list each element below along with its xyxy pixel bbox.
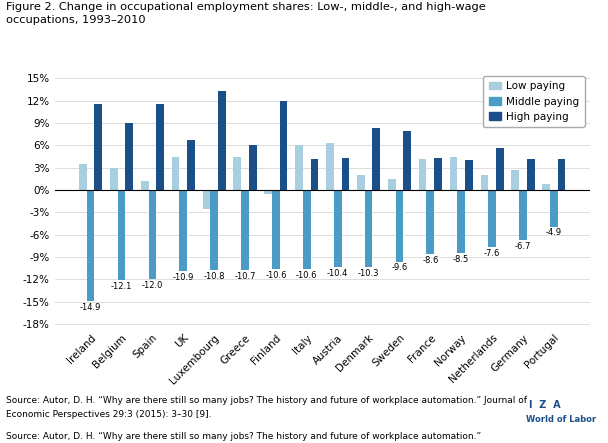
Text: -8.5: -8.5 xyxy=(453,255,469,264)
Bar xyxy=(280,101,288,190)
Text: Economic Perspectives 29:3 (2015): 3–30 [9].: Economic Perspectives 29:3 (2015): 3–30 … xyxy=(6,410,212,419)
Text: -10.6: -10.6 xyxy=(296,271,317,280)
Bar xyxy=(450,156,457,190)
Bar xyxy=(334,190,342,268)
Text: -8.6: -8.6 xyxy=(422,256,438,265)
Bar xyxy=(396,190,403,261)
Text: -10.4: -10.4 xyxy=(327,269,348,278)
Bar xyxy=(311,159,319,190)
Bar xyxy=(496,148,503,190)
Bar xyxy=(171,156,179,190)
Bar xyxy=(419,159,426,190)
Bar xyxy=(511,170,519,190)
Bar xyxy=(426,190,434,254)
Text: -10.9: -10.9 xyxy=(173,273,194,282)
Bar xyxy=(94,105,102,190)
Bar xyxy=(295,145,303,190)
Bar xyxy=(210,190,218,271)
Bar xyxy=(326,143,334,190)
Bar xyxy=(465,160,473,190)
Bar xyxy=(558,159,565,190)
Text: -10.6: -10.6 xyxy=(265,271,286,280)
Text: -4.9: -4.9 xyxy=(546,229,562,237)
Bar xyxy=(141,181,148,190)
Bar xyxy=(187,140,195,190)
Text: -12.1: -12.1 xyxy=(111,282,132,291)
Bar xyxy=(303,190,311,269)
Bar xyxy=(457,190,465,253)
Bar xyxy=(357,175,365,190)
Text: -7.6: -7.6 xyxy=(484,249,500,257)
Bar xyxy=(202,190,210,209)
Bar xyxy=(87,190,94,301)
Bar xyxy=(264,190,272,194)
Text: Figure 2. Change in occupational employment shares: Low-, middle-, and high-wage: Figure 2. Change in occupational employm… xyxy=(6,2,486,25)
Bar xyxy=(148,190,156,280)
Bar xyxy=(179,190,187,271)
Bar xyxy=(117,190,125,280)
Text: Source: Autor, D. H. “Why are there still so many jobs? The history and future o: Source: Autor, D. H. “Why are there stil… xyxy=(6,432,484,441)
Text: -10.8: -10.8 xyxy=(204,272,225,281)
Bar xyxy=(125,123,133,190)
Text: -10.3: -10.3 xyxy=(358,268,379,278)
Bar xyxy=(241,190,249,270)
Bar xyxy=(365,190,373,267)
Bar xyxy=(550,190,558,226)
Bar xyxy=(542,184,550,190)
Bar xyxy=(79,164,87,190)
Bar xyxy=(434,158,442,190)
Bar xyxy=(249,145,257,190)
Text: World of Labor: World of Labor xyxy=(526,416,596,424)
Bar xyxy=(272,190,280,269)
Text: -9.6: -9.6 xyxy=(392,264,407,272)
Bar xyxy=(233,156,241,190)
Bar xyxy=(156,105,164,190)
Bar xyxy=(388,179,396,190)
Bar xyxy=(488,190,496,247)
Bar xyxy=(519,190,527,240)
Text: Source: Autor, D. H. “Why are there still so many jobs? The history and future o: Source: Autor, D. H. “Why are there stil… xyxy=(6,396,527,405)
Bar xyxy=(480,175,488,190)
Legend: Low paying, Middle paying, High paying: Low paying, Middle paying, High paying xyxy=(483,76,584,127)
Text: -12.0: -12.0 xyxy=(142,281,163,290)
Text: -14.9: -14.9 xyxy=(80,303,102,312)
Text: -10.7: -10.7 xyxy=(234,272,256,280)
Bar xyxy=(342,158,349,190)
Bar xyxy=(403,131,411,190)
Text: -6.7: -6.7 xyxy=(515,242,531,251)
Bar xyxy=(110,168,117,190)
Text: I  Z  A: I Z A xyxy=(529,400,561,410)
Bar xyxy=(218,91,226,190)
Bar xyxy=(527,159,534,190)
Bar xyxy=(373,128,380,190)
